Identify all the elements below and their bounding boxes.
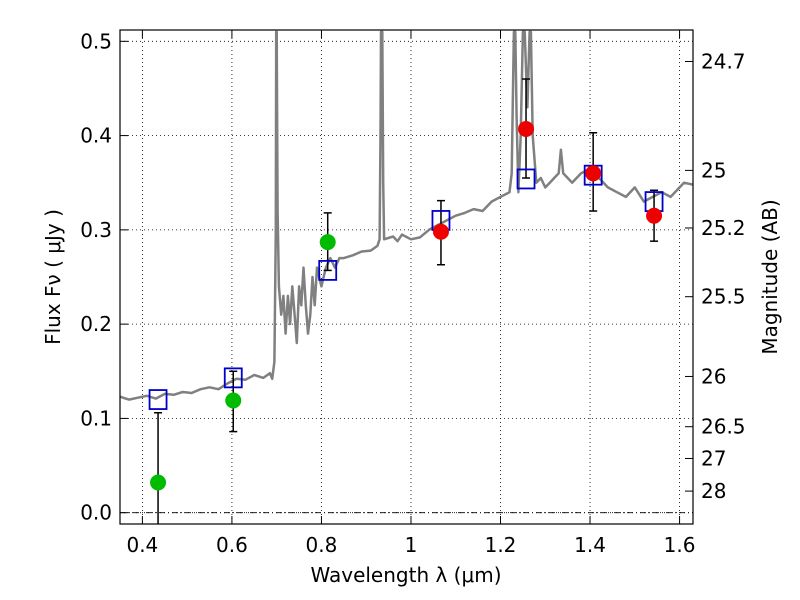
right-tick-label: 28 [701,479,726,503]
right-tick-label: 26 [701,364,726,388]
model-box-marker [318,260,338,281]
spectrum-series [120,30,693,401]
green-data-point [150,474,167,491]
x-tick-label: 0.4 [126,533,158,557]
red-data-point [518,120,535,137]
x-tick-label: 1.4 [574,533,606,557]
x-tick-label: 0.8 [306,533,338,557]
x-tick-label: 1.2 [485,533,517,557]
x-axis-ticks: 0.4 0.6 0.8 1 1.2 1.4 1.6 [126,30,695,557]
x-tick-label: 0.6 [216,533,248,557]
y-tick-label: 0.3 [80,218,112,242]
observed-points [150,120,663,491]
y-tick-label: 0.0 [80,501,112,525]
x-tick-label: 1 [405,533,418,557]
y-axis-label-right: Magnitude (AB) [758,199,782,354]
right-tick-label: 27 [701,446,726,470]
x-axis-label: Wavelength λ (μm) [310,563,501,587]
y-tick-label: 0.5 [80,29,112,53]
right-tick-label: 25.2 [701,216,746,240]
red-data-point [432,223,449,240]
model-box-marker [148,389,168,410]
y-tick-label: 0.1 [80,406,112,430]
right-tick-label: 24.7 [701,49,746,73]
spectrum-line [120,30,693,401]
green-data-point [225,392,242,409]
red-data-point [585,165,602,182]
y-axis-label-left: Flux Fν ( μJy ) [41,209,65,345]
model-box-markers [148,164,664,410]
green-data-point [319,234,336,251]
right-axis-ticks: 24.7 25 25.2 25.5 26 26.5 27 28 [685,49,746,503]
x-tick-label: 1.6 [664,533,696,557]
plot-frame [119,29,694,525]
right-tick-label: 26.5 [701,415,746,439]
y-tick-label: 0.2 [80,312,112,336]
red-data-point [646,207,663,224]
y-tick-label: 0.4 [80,124,112,148]
right-tick-label: 25 [701,158,726,182]
model-box-marker [223,367,243,389]
model-box-marker [516,168,536,190]
y-axis-ticks: 0.0 0.1 0.2 0.3 0.4 0.5 [80,29,128,525]
right-tick-label: 25.5 [701,285,746,309]
